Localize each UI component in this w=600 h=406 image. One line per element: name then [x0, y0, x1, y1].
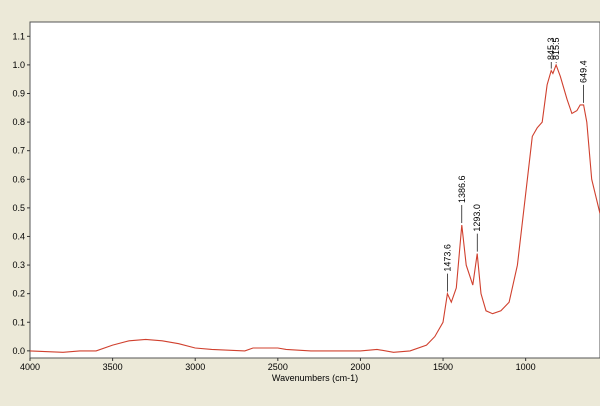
y-tick-label: 0.5	[12, 203, 25, 213]
y-tick-label: 0.7	[12, 146, 25, 156]
annotation-label: 1473.6	[442, 244, 452, 272]
y-tick-label: 0.3	[12, 260, 25, 270]
y-tick-label: 0.0	[12, 346, 25, 356]
x-tick-label: 3500	[103, 362, 123, 372]
y-tick-label: 0.8	[12, 117, 25, 127]
x-tick-label: 2500	[268, 362, 288, 372]
x-tick-label: 1500	[433, 362, 453, 372]
x-axis-label: Wavenumbers (cm-1)	[272, 373, 358, 383]
y-tick-label: 0.4	[12, 231, 25, 241]
y-tick-label: 0.1	[12, 317, 25, 327]
plot-area	[29, 21, 600, 359]
x-tick-label: 3000	[185, 362, 205, 372]
annotation-label: 845.3	[546, 37, 556, 60]
y-tick-label: 1.1	[12, 31, 25, 41]
y-tick-label: 0.6	[12, 174, 25, 184]
spectrum-line	[29, 63, 600, 353]
annotation-label: 1293.0	[472, 204, 482, 232]
x-tick-label: 4000	[20, 362, 40, 372]
annotation-label: 815.5	[551, 37, 561, 60]
y-tick-label: 1.0	[12, 60, 25, 70]
annotation-label: 649.4	[579, 60, 589, 83]
x-tick-label: 1000	[516, 362, 536, 372]
x-tick-label: 2000	[350, 362, 370, 372]
annotation-label: 1386.6	[457, 175, 467, 203]
y-tick-label: 0.2	[12, 289, 25, 299]
y-tick-label: 0.9	[12, 88, 25, 98]
